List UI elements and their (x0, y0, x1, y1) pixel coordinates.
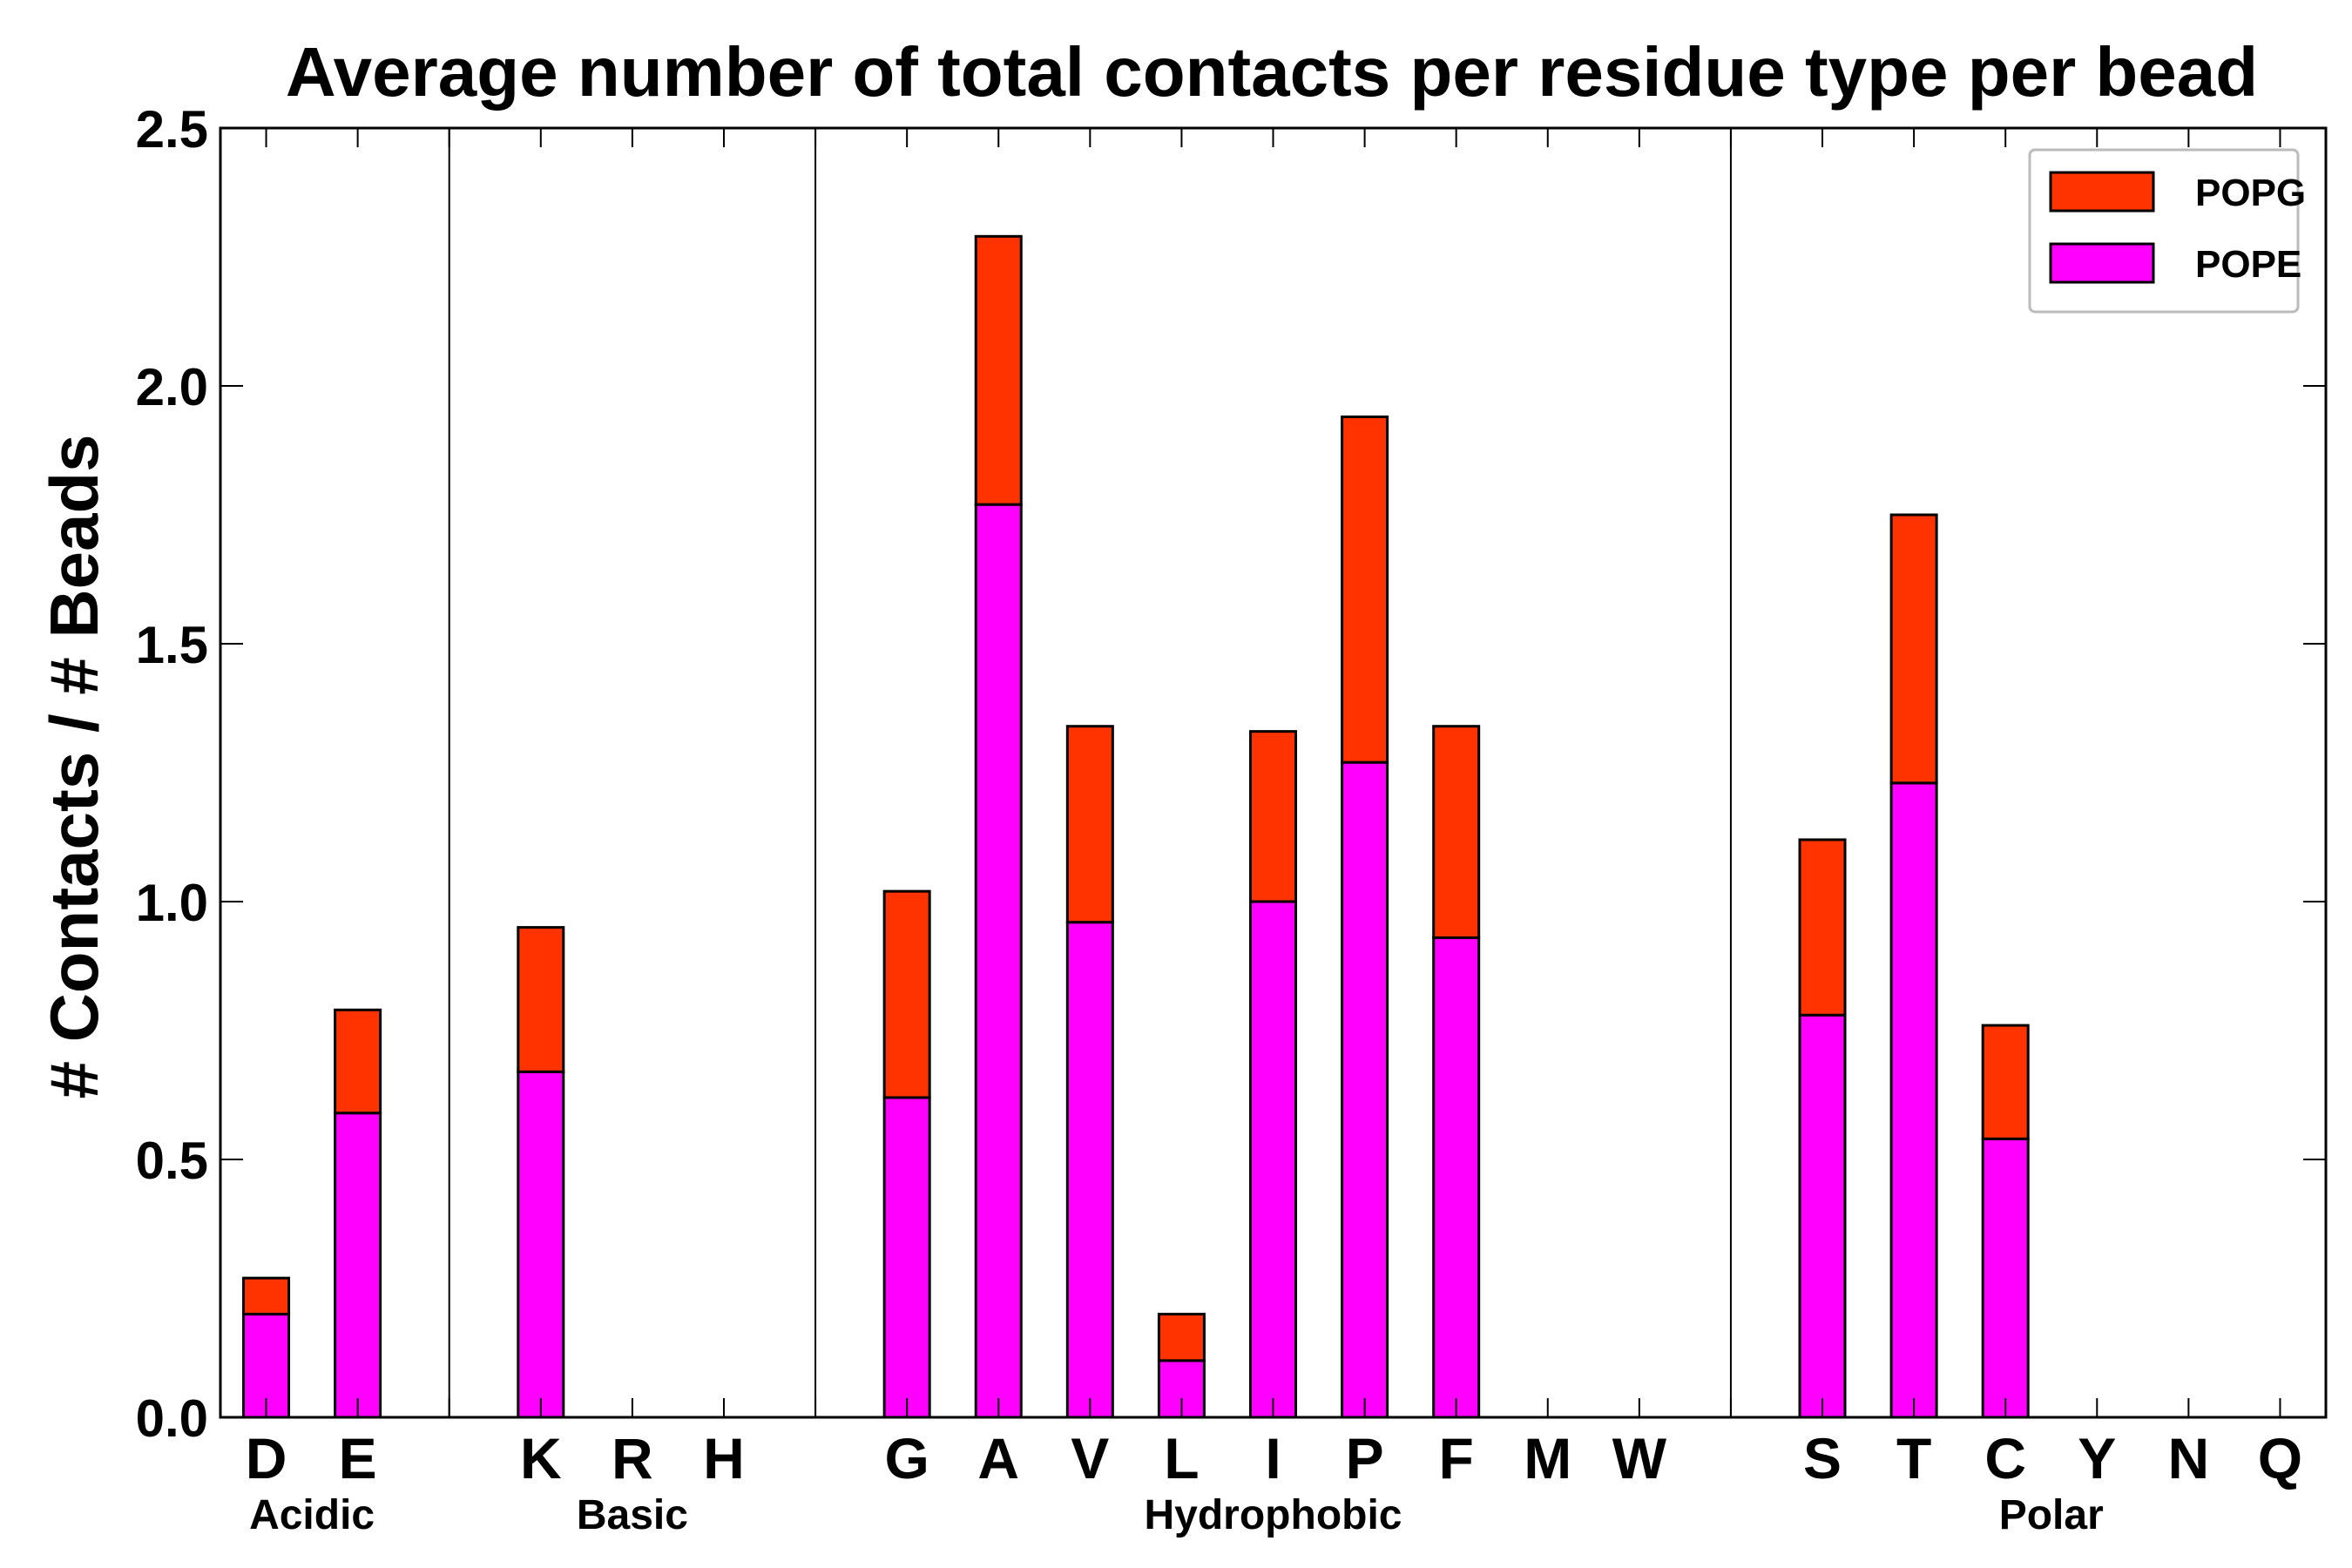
bar-pope-P (1341, 760, 1389, 1419)
bar-pope-G (882, 1096, 931, 1419)
bar-pope-E (334, 1112, 382, 1419)
y-tick-label: 0.5 (136, 1132, 208, 1190)
x-tick-label-N: N (2168, 1426, 2210, 1490)
x-tick-label-Y: Y (2078, 1426, 2116, 1490)
bar-popg-G (882, 889, 931, 1099)
x-tick-label-E: E (339, 1426, 377, 1490)
y-tick-label: 0.0 (136, 1389, 208, 1448)
x-tick-label-A: A (977, 1426, 1019, 1490)
x-tick-label-D: D (246, 1426, 287, 1490)
x-tick-label-K: K (520, 1426, 562, 1490)
x-tick-label-P: P (1346, 1426, 1384, 1490)
bar-pope-S (1798, 1013, 1847, 1419)
bar-pope-F (1432, 936, 1481, 1419)
bar-pope-T (1889, 781, 1938, 1419)
x-tick-label-V: V (1071, 1426, 1109, 1490)
x-tick-label-R: R (612, 1426, 653, 1490)
group-label-polar: Polar (1999, 1492, 2104, 1538)
x-tick-label-H: H (703, 1426, 745, 1490)
bar-pope-K (517, 1070, 565, 1419)
x-tick-label-L: L (1164, 1426, 1199, 1490)
legend-swatch-pope (2049, 242, 2155, 284)
group-label-basic: Basic (577, 1492, 688, 1538)
bar-pope-C (1981, 1137, 2030, 1419)
bar-popg-I (1249, 730, 1297, 903)
legend-swatch-popg (2049, 171, 2155, 213)
bar-popg-A (974, 234, 1023, 506)
legend-label-pope: POPE (2195, 243, 2301, 286)
x-tick-label-T: T (1896, 1426, 1931, 1490)
bar-popg-D (242, 1276, 291, 1316)
bar-popg-V (1065, 725, 1114, 924)
x-tick-label-S: S (1803, 1426, 1842, 1490)
bar-popg-C (1981, 1024, 2030, 1140)
group-label-acidic: Acidic (249, 1492, 375, 1538)
bar-popg-F (1432, 725, 1481, 939)
legend: POPG POPE (2028, 148, 2306, 314)
legend-label-popg: POPG (2195, 172, 2306, 214)
x-tick-label-F: F (1439, 1426, 1474, 1490)
y-tick-label: 2.0 (136, 358, 208, 416)
bar-popg-T (1889, 513, 1938, 785)
x-tick-label-Q: Q (2258, 1426, 2302, 1490)
bar-popg-E (334, 1008, 382, 1115)
bar-popg-L (1157, 1313, 1206, 1362)
chart-title: Average number of total contacts per res… (286, 33, 2258, 111)
x-tick-label-M: M (1524, 1426, 1571, 1490)
x-tick-label-C: C (1984, 1426, 2026, 1490)
bar-pope-V (1065, 921, 1114, 1419)
bar-popg-P (1341, 416, 1389, 764)
x-tick-label-W: W (1612, 1426, 1667, 1490)
axes-frame (219, 126, 2328, 1419)
bar-popg-K (517, 926, 565, 1073)
bar-popg-S (1798, 838, 1847, 1017)
plot-area: D E K R H G A V L I P F M W S T C Y N Q Acidic Basic Hydrophob… (136, 100, 2328, 1538)
y-tick-label: 1.5 (136, 616, 208, 674)
bar-pope-A (974, 503, 1023, 1419)
y-tick-label: 1.0 (136, 874, 208, 932)
x-tick-label-I: I (1265, 1426, 1281, 1490)
group-label-hydrophobic: Hydrophobic (1145, 1492, 1402, 1538)
y-axis-label: # Contacts / # Beads (36, 435, 112, 1099)
x-tick-label-G: G (884, 1426, 929, 1490)
y-tick-label: 2.5 (136, 100, 208, 159)
bar-pope-I (1249, 900, 1297, 1419)
